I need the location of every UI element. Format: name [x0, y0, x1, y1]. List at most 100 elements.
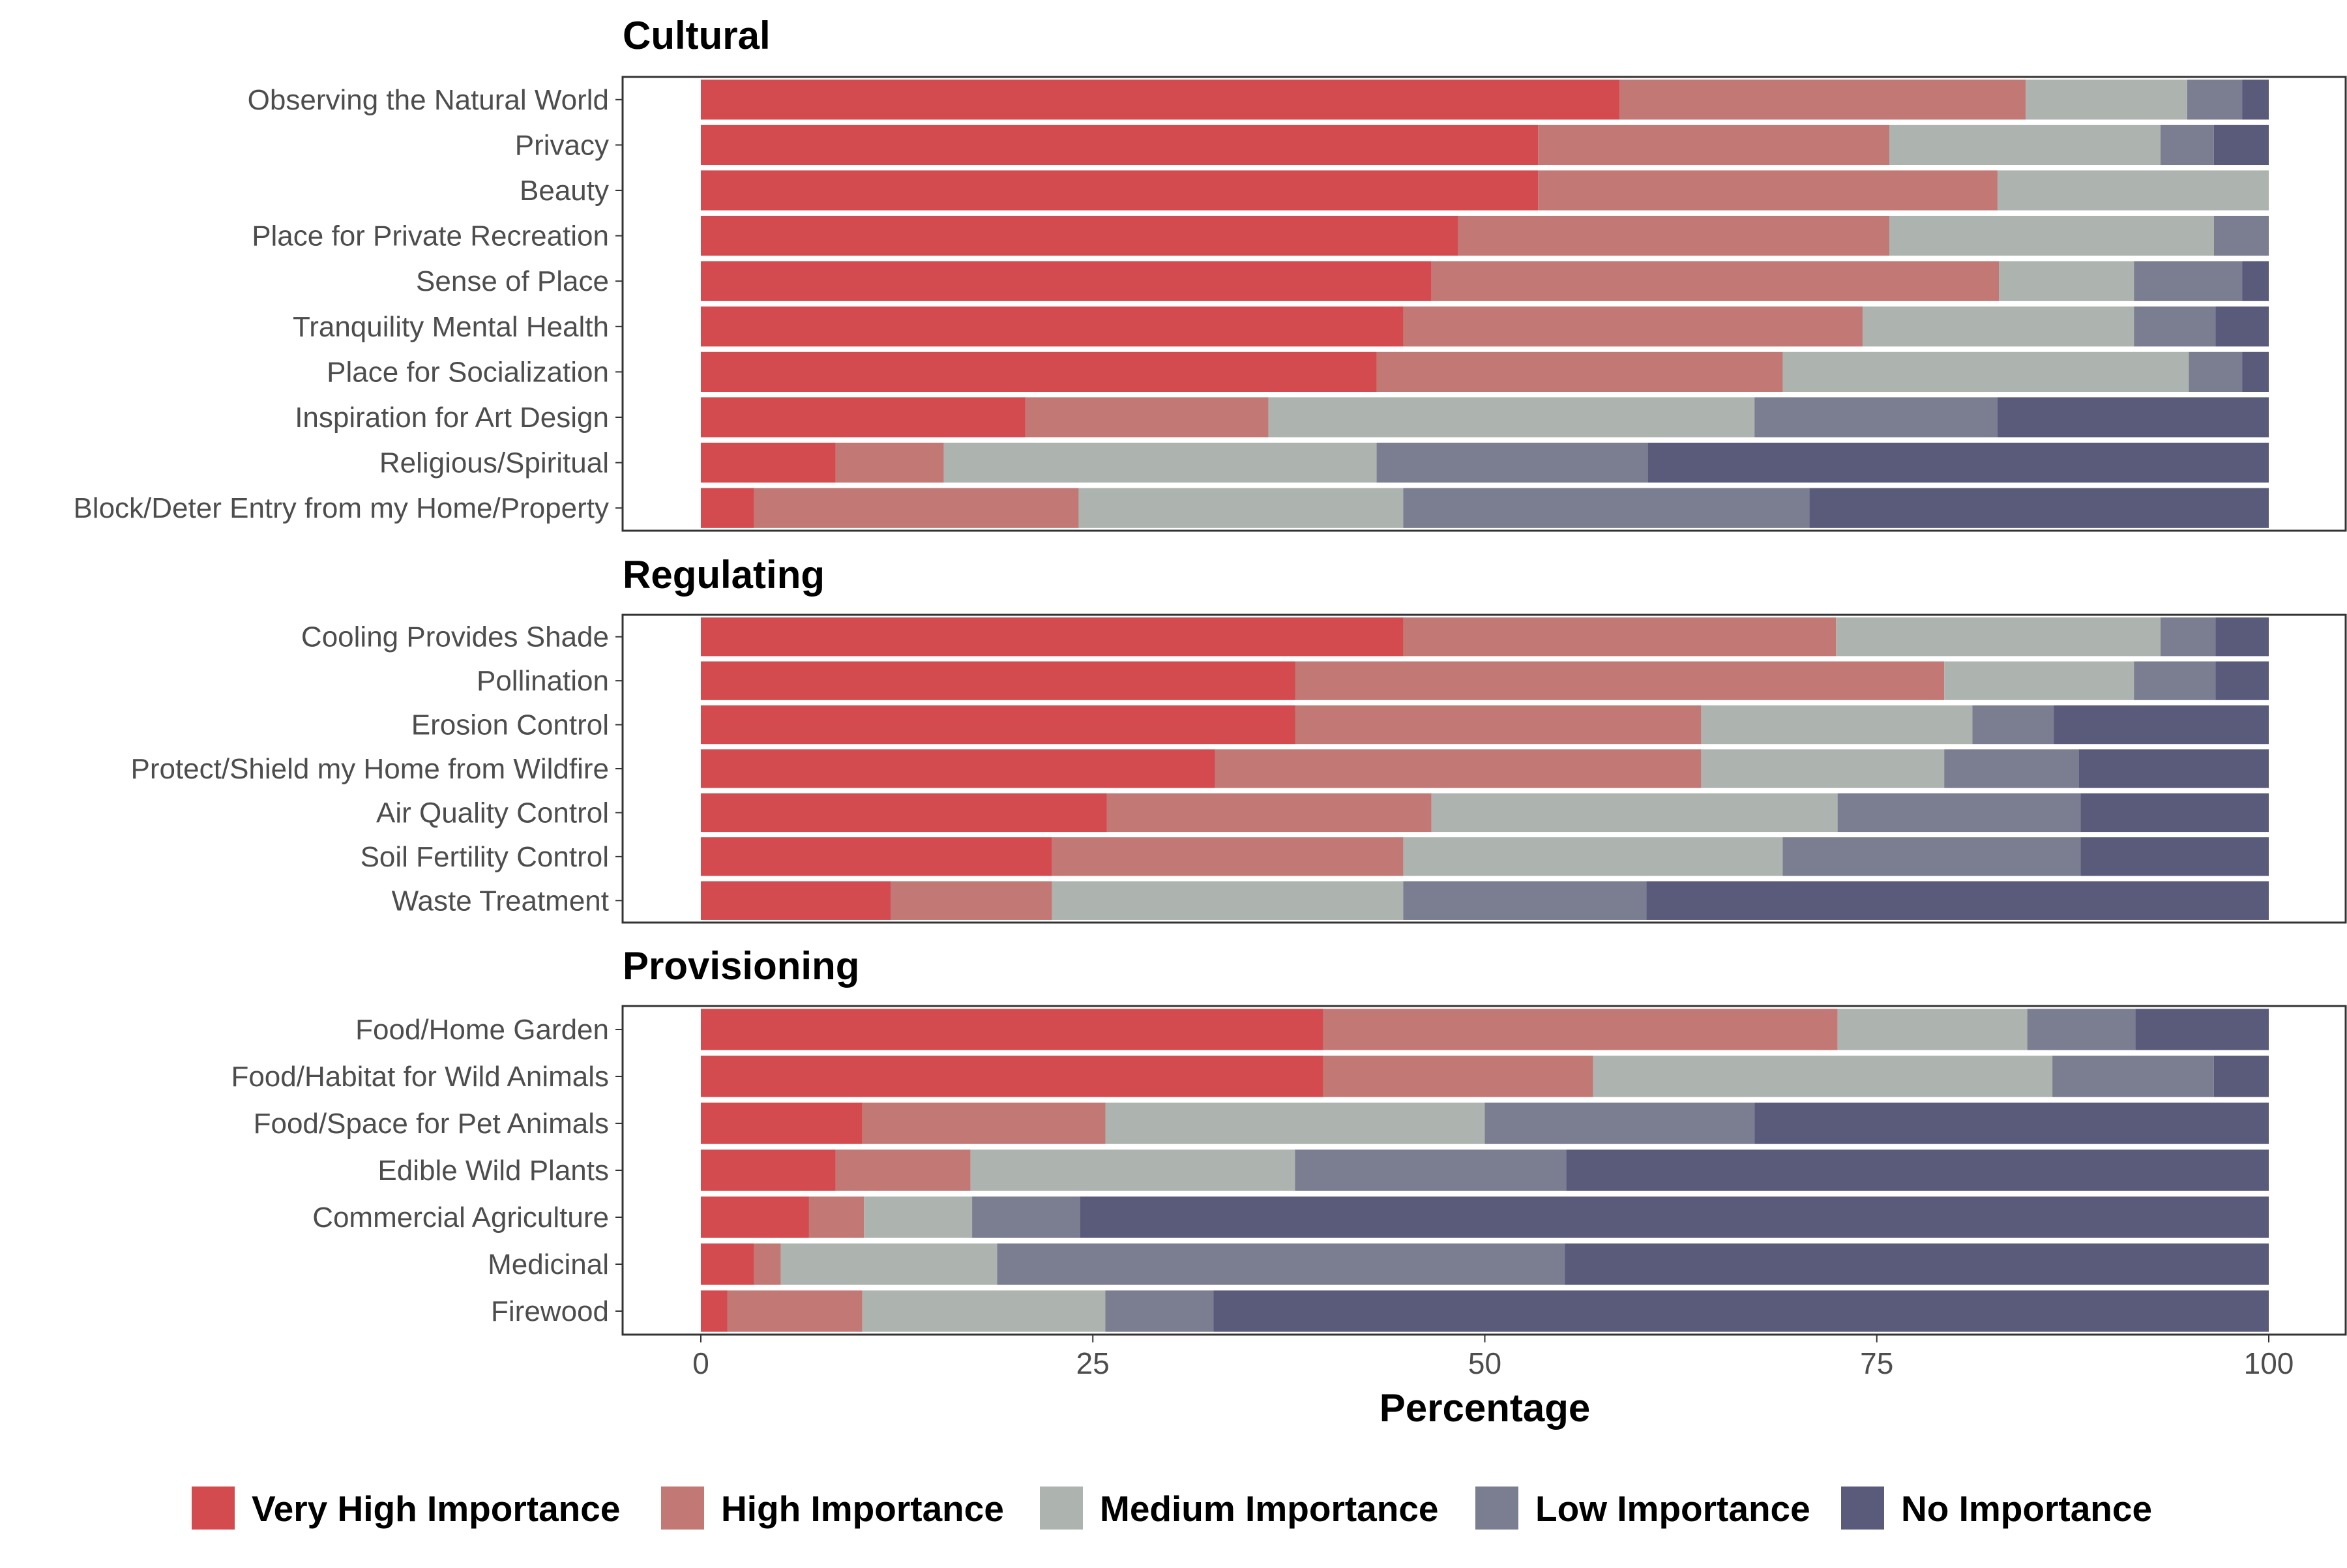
- category-label-block-deter-entry-from-my-home-property: Block/Deter Entry from my Home/Property: [73, 492, 609, 524]
- bar-segment-high-importance-religious-spiritual: [835, 442, 944, 483]
- bar-segment-high-importance-block-deter-entry-from-my-home-property: [754, 488, 1079, 528]
- bar-segment-very-high-importance-privacy: [701, 125, 1539, 166]
- category-label-beauty: Beauty: [520, 175, 609, 207]
- category-label-observing-the-natural-world: Observing the Natural World: [248, 84, 609, 116]
- bar-segment-medium-importance-block-deter-entry-from-my-home-property: [1078, 488, 1404, 528]
- bar-segment-low-importance-food-space-for-pet-animals: [1484, 1102, 1755, 1144]
- bar-segment-medium-importance-edible-wild-plants: [970, 1149, 1295, 1191]
- x-tick-label-25: 25: [1076, 1346, 1110, 1380]
- bar-segment-very-high-importance-sense-of-place: [701, 261, 1432, 301]
- bar-segment-no-importance-sense-of-place: [2242, 261, 2269, 301]
- category-label-firewood: Firewood: [491, 1295, 609, 1327]
- bar-segment-low-importance-food-habitat-for-wild-animals: [2052, 1056, 2214, 1097]
- bar-segment-very-high-importance-soil-fertility-control: [701, 837, 1052, 876]
- bar-segment-low-importance-religious-spiritual: [1376, 442, 1648, 483]
- bar-segment-very-high-importance-pollination: [701, 661, 1295, 700]
- bar-segment-very-high-importance-food-habitat-for-wild-animals: [701, 1056, 1323, 1097]
- bar-segment-low-importance-medicinal: [997, 1243, 1565, 1285]
- category-label-protect-shield-my-home-from-wildfire: Protect/Shield my Home from Wildfire: [130, 753, 609, 785]
- bar-segment-very-high-importance-place-for-private-recreation: [701, 215, 1458, 256]
- panel-frame-cultural: [621, 76, 2347, 532]
- bar-segment-high-importance-edible-wild-plants: [835, 1149, 971, 1191]
- panel-title-provisioning: Provisioning: [623, 944, 859, 988]
- bar-segment-medium-importance-observing-the-natural-world: [2026, 80, 2187, 120]
- panel-frame-regulating: [621, 614, 2347, 924]
- bar-segment-low-importance-edible-wild-plants: [1295, 1149, 1567, 1191]
- bar-segment-medium-importance-privacy: [1889, 125, 2161, 166]
- bar-segment-medium-importance-religious-spiritual: [943, 442, 1377, 483]
- bar-segment-no-importance-commercial-agriculture: [1080, 1196, 2269, 1238]
- category-label-soil-fertility-control: Soil Fertility Control: [361, 841, 609, 873]
- bar-segment-no-importance-erosion-control: [2054, 705, 2269, 745]
- bar-segment-low-importance-tranquility-mental-health: [2134, 306, 2216, 347]
- x-tick-label-100: 100: [2244, 1346, 2294, 1380]
- category-label-pollination: Pollination: [477, 665, 609, 697]
- bar-segment-no-importance-pollination: [2215, 661, 2269, 700]
- bar-segment-high-importance-air-quality-control: [1106, 793, 1432, 833]
- bar-segment-low-importance-protect-shield-my-home-from-wildfire: [1944, 749, 2079, 788]
- bar-segment-very-high-importance-food-space-for-pet-animals: [701, 1102, 863, 1144]
- category-label-air-quality-control: Air Quality Control: [376, 797, 609, 829]
- bar-segment-low-importance-place-for-socialization: [2189, 351, 2243, 392]
- bar-segment-no-importance-food-space-for-pet-animals: [1754, 1102, 2269, 1144]
- bar-segment-low-importance-cooling-provides-shade: [2161, 617, 2216, 657]
- bar-segment-low-importance-place-for-private-recreation: [2213, 215, 2269, 256]
- category-label-place-for-private-recreation: Place for Private Recreation: [252, 220, 609, 252]
- bar-segment-high-importance-firewood: [727, 1290, 863, 1332]
- bar-segment-medium-importance-firewood: [862, 1290, 1106, 1332]
- bar-segment-very-high-importance-air-quality-control: [701, 793, 1107, 833]
- x-tick-label-0: 0: [692, 1346, 709, 1380]
- bar-segment-very-high-importance-protect-shield-my-home-from-wildfire: [701, 749, 1215, 788]
- bar-segment-high-importance-beauty: [1538, 170, 1998, 211]
- bar-segment-high-importance-food-space-for-pet-animals: [862, 1102, 1106, 1144]
- category-label-cooling-provides-shade: Cooling Provides Shade: [301, 621, 609, 653]
- category-label-sense-of-place: Sense of Place: [416, 265, 609, 297]
- legend-swatch-no-importance: [1841, 1487, 1884, 1530]
- bar-segment-very-high-importance-observing-the-natural-world: [701, 80, 1620, 120]
- bar-segment-low-importance-erosion-control: [1972, 705, 2054, 745]
- bar-segment-low-importance-commercial-agriculture: [972, 1196, 1081, 1238]
- bar-segment-medium-importance-sense-of-place: [1999, 261, 2134, 301]
- bar-segment-high-importance-medicinal: [754, 1243, 781, 1285]
- legend-label-high-importance: High Importance: [721, 1488, 1004, 1529]
- bar-segment-very-high-importance-food-home-garden: [701, 1009, 1323, 1050]
- bar-segment-no-importance-inspiration-for-art-design: [1997, 397, 2269, 437]
- bar-segment-low-importance-firewood: [1105, 1290, 1214, 1332]
- bar-segment-high-importance-place-for-private-recreation: [1458, 215, 1889, 256]
- category-label-edible-wild-plants: Edible Wild Plants: [377, 1155, 609, 1187]
- bar-segment-medium-importance-air-quality-control: [1431, 793, 1838, 833]
- bar-segment-high-importance-pollination: [1295, 661, 1945, 700]
- bar-segment-no-importance-soil-fertility-control: [2080, 837, 2269, 876]
- category-label-privacy: Privacy: [515, 129, 609, 161]
- bar-segment-no-importance-protect-shield-my-home-from-wildfire: [2078, 749, 2269, 788]
- bar-segment-high-importance-food-home-garden: [1323, 1009, 1838, 1050]
- bar-segment-very-high-importance-place-for-socialization: [701, 351, 1377, 392]
- bar-segment-no-importance-religious-spiritual: [1647, 442, 2269, 483]
- category-label-erosion-control: Erosion Control: [411, 709, 609, 741]
- category-label-food-home-garden: Food/Home Garden: [355, 1014, 609, 1046]
- bar-segment-low-importance-food-home-garden: [2027, 1009, 2136, 1050]
- bar-segment-no-importance-waste-treatment: [1646, 881, 2269, 920]
- bar-segment-high-importance-sense-of-place: [1431, 261, 2000, 301]
- legend-swatch-medium-importance: [1040, 1487, 1083, 1530]
- bar-segment-low-importance-waste-treatment: [1403, 881, 1647, 920]
- bar-segment-medium-importance-place-for-private-recreation: [1889, 215, 2214, 256]
- bar-segment-high-importance-observing-the-natural-world: [1619, 80, 2026, 120]
- bar-segment-high-importance-cooling-provides-shade: [1403, 617, 1837, 657]
- bar-segment-no-importance-air-quality-control: [2080, 793, 2269, 833]
- bar-segment-very-high-importance-block-deter-entry-from-my-home-property: [701, 488, 754, 528]
- category-label-inspiration-for-art-design: Inspiration for Art Design: [295, 402, 609, 434]
- category-label-religious-spiritual: Religious/Spiritual: [379, 447, 609, 479]
- bar-segment-medium-importance-protect-shield-my-home-from-wildfire: [1701, 749, 1945, 788]
- legend-label-medium-importance: Medium Importance: [1100, 1488, 1439, 1529]
- bar-segment-medium-importance-pollination: [1944, 661, 2134, 700]
- category-label-tranquility-mental-health: Tranquility Mental Health: [293, 311, 609, 343]
- bar-segment-high-importance-erosion-control: [1295, 705, 1702, 745]
- category-label-food-space-for-pet-animals: Food/Space for Pet Animals: [254, 1108, 609, 1140]
- legend-label-very-high-importance: Very High Importance: [252, 1488, 620, 1529]
- bar-segment-high-importance-waste-treatment: [891, 881, 1052, 920]
- bar-segment-no-importance-privacy: [2213, 125, 2269, 166]
- x-tick-label-50: 50: [1468, 1346, 1501, 1380]
- bar-segment-medium-importance-inspiration-for-art-design: [1268, 397, 1755, 437]
- bar-segment-low-importance-pollination: [2134, 661, 2216, 700]
